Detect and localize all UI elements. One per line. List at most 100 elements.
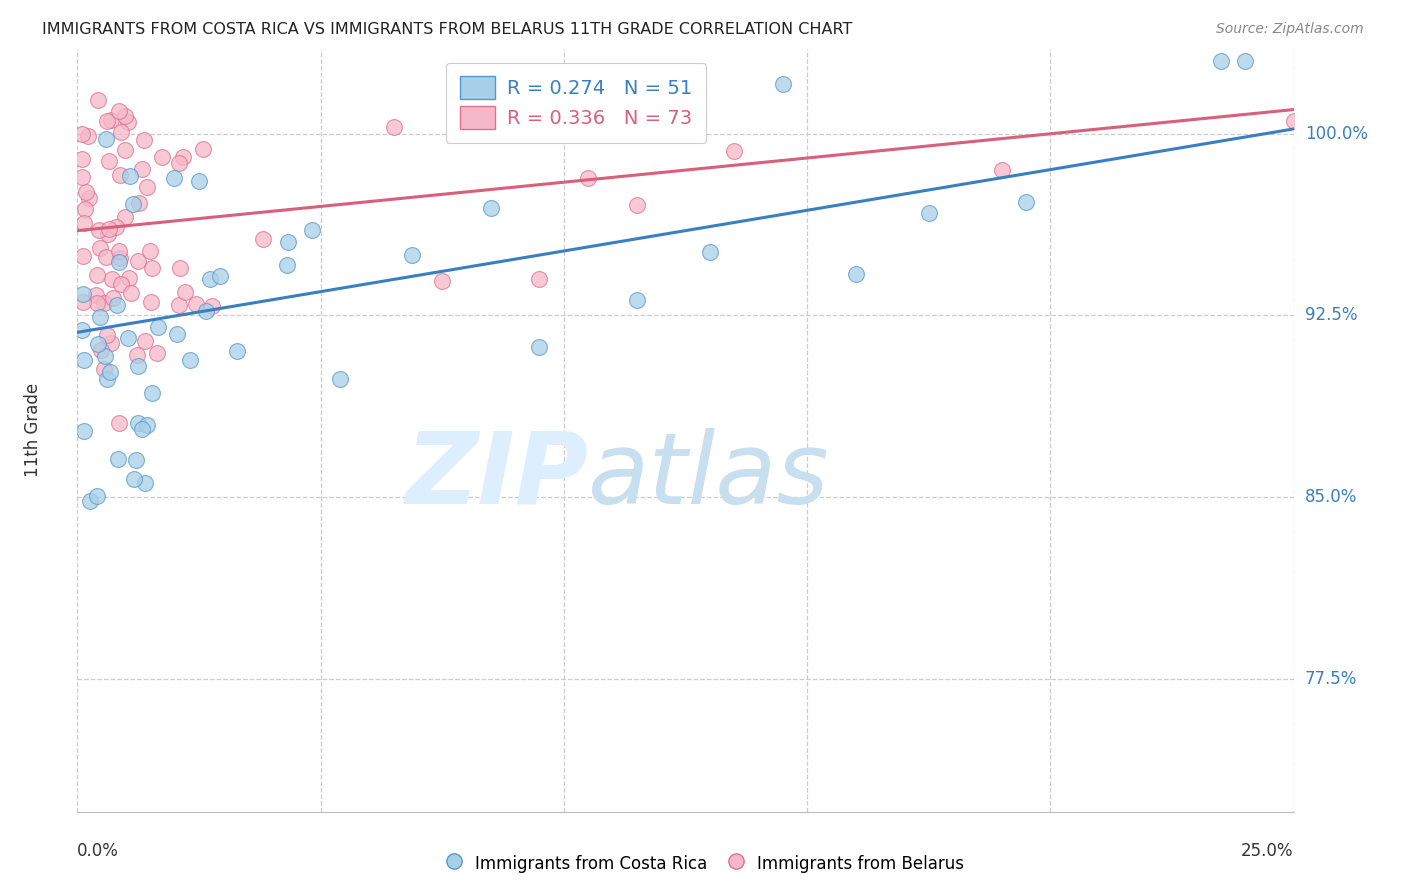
Point [114, 109, 136, 123]
Point [382, 120, 405, 134]
Point [94, 132, 117, 146]
Point [100, 112, 122, 127]
Point [163, 171, 186, 186]
Point [401, 248, 423, 262]
Point [72, 286, 94, 301]
Point [108, 103, 131, 118]
Point [576, 128, 599, 142]
Point [174, 285, 197, 299]
Point [118, 271, 141, 285]
Point [252, 232, 274, 246]
Point [118, 169, 141, 184]
Point [191, 142, 214, 156]
Point [100, 335, 122, 350]
Point [96, 113, 118, 128]
Point [73, 202, 96, 217]
Point [70, 152, 93, 166]
Text: IMMIGRANTS FROM COSTA RICA VS IMMIGRANTS FROM BELARUS 11TH GRADE CORRELATION CHA: IMMIGRANTS FROM COSTA RICA VS IMMIGRANTS… [42, 22, 852, 37]
Text: 85.0%: 85.0% [1305, 488, 1357, 506]
Text: ZIP: ZIP [405, 427, 588, 524]
Point [301, 223, 323, 237]
Point [430, 274, 453, 288]
Point [96, 372, 118, 386]
Point [86, 296, 108, 310]
Point [101, 291, 124, 305]
Point [479, 120, 502, 135]
Text: atlas: atlas [588, 427, 830, 524]
Point [70, 170, 93, 185]
Point [277, 235, 299, 249]
Point [110, 125, 132, 139]
Point [918, 206, 941, 220]
Point [117, 115, 139, 129]
Point [276, 258, 298, 272]
Point [186, 297, 208, 311]
Point [98, 153, 121, 168]
Point [86, 287, 108, 301]
Point [93, 296, 115, 310]
Point [141, 385, 163, 400]
Point [89, 241, 111, 255]
Point [626, 198, 648, 212]
Point [141, 295, 163, 310]
Text: 92.5%: 92.5% [1305, 306, 1357, 325]
Point [167, 156, 190, 170]
Point [172, 150, 194, 164]
Point [89, 310, 111, 325]
Text: 25.0%: 25.0% [1241, 842, 1294, 860]
Point [87, 223, 110, 237]
Point [169, 260, 191, 275]
Point [194, 304, 217, 318]
Point [121, 197, 143, 211]
Point [108, 417, 131, 431]
Point [70, 323, 93, 337]
Point [626, 293, 648, 308]
Point [97, 227, 120, 242]
Point [131, 162, 153, 177]
Point [86, 268, 108, 283]
Point [1233, 54, 1256, 69]
Legend: R = 0.274   N = 51, R = 0.336   N = 73: R = 0.274 N = 51, R = 0.336 N = 73 [446, 62, 706, 143]
Point [329, 372, 352, 386]
Point [136, 180, 159, 194]
Point [108, 255, 131, 269]
Point [127, 359, 149, 373]
Point [198, 272, 221, 286]
Point [529, 271, 551, 285]
Point [98, 365, 121, 379]
Point [93, 362, 115, 376]
Text: 11th Grade: 11th Grade [24, 384, 42, 477]
Point [72, 249, 94, 263]
Point [73, 216, 96, 230]
Point [699, 244, 721, 259]
Point [87, 93, 110, 107]
Point [166, 327, 188, 342]
Point [127, 254, 149, 268]
Text: 100.0%: 100.0% [1305, 125, 1368, 143]
Point [201, 300, 224, 314]
Point [131, 422, 153, 436]
Point [139, 244, 162, 259]
Point [94, 250, 117, 264]
Point [75, 186, 97, 200]
Point [72, 294, 94, 309]
Text: 0.0%: 0.0% [77, 842, 120, 860]
Point [114, 144, 136, 158]
Point [845, 267, 868, 281]
Point [97, 222, 120, 236]
Point [146, 320, 169, 334]
Point [79, 494, 101, 508]
Point [108, 244, 131, 258]
Point [122, 472, 145, 486]
Point [136, 418, 159, 433]
Point [167, 298, 190, 312]
Point [150, 151, 173, 165]
Text: 77.5%: 77.5% [1305, 670, 1357, 688]
Point [128, 195, 150, 210]
Point [125, 453, 148, 467]
Point [108, 251, 131, 265]
Point [110, 168, 132, 182]
Point [86, 489, 108, 503]
Point [127, 348, 149, 362]
Point [134, 476, 156, 491]
